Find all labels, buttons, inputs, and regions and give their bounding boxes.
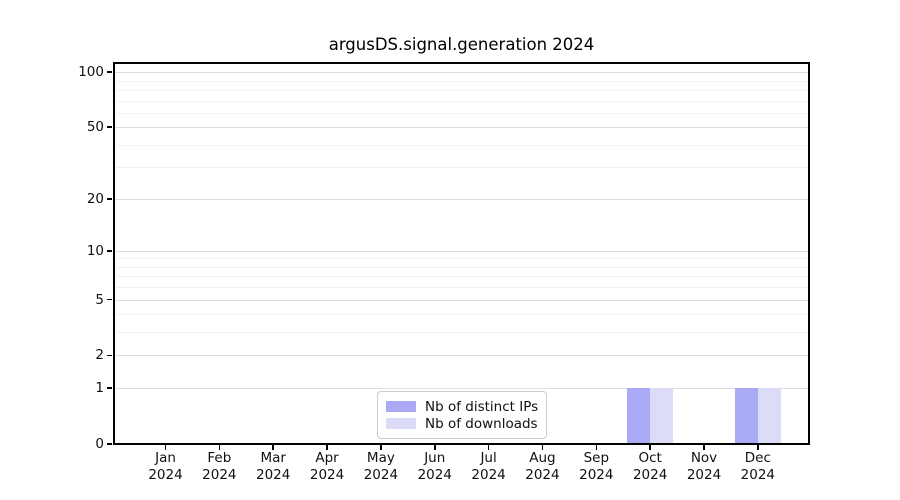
- x-tick-month: Feb: [207, 450, 232, 466]
- y-gridline-major: [115, 355, 808, 357]
- legend-label-distinct-ips: Nb of distinct IPs: [425, 398, 539, 415]
- y-tick-mark: [107, 387, 112, 389]
- x-tick-label: Sep 2024: [554, 450, 638, 483]
- legend: Nb of distinct IPs Nb of downloads: [377, 391, 547, 439]
- x-tick-month: Jul: [480, 450, 497, 466]
- downloads-swatch-icon: [386, 418, 416, 429]
- y-tick-label: 0: [95, 435, 104, 452]
- y-gridline-major: [115, 250, 808, 252]
- x-tick-label: Feb 2024: [177, 450, 261, 483]
- y-gridline-minor: [115, 266, 808, 268]
- x-tick-mark: [218, 445, 221, 450]
- bar-nb-of-distinct-ips-oct-2024[interactable]: [627, 388, 651, 443]
- x-tick-label: Oct 2024: [608, 450, 692, 483]
- x-tick-year: 2024: [632, 466, 668, 483]
- y-tick-label: 10: [86, 242, 104, 259]
- x-tick-month: Apr: [315, 450, 339, 466]
- x-tick-mark: [380, 445, 382, 450]
- chart-title: argusDS.signal.generation 2024: [328, 35, 595, 54]
- x-tick-label: Mar 2024: [231, 450, 315, 483]
- y-tick-label: 50: [86, 119, 104, 136]
- x-tick-year: 2024: [363, 466, 399, 483]
- y-gridline-major: [115, 299, 808, 301]
- x-tick-month: May: [366, 450, 395, 466]
- y-gridline-major: [115, 72, 808, 74]
- x-tick-mark: [703, 445, 705, 450]
- x-tick-year: 2024: [525, 466, 560, 483]
- x-tick-mark: [757, 445, 759, 450]
- x-tick-mark: [433, 445, 436, 450]
- y-gridline-minor: [115, 90, 808, 92]
- y-gridline-minor: [115, 314, 808, 316]
- x-tick-year: 2024: [202, 466, 237, 483]
- y-gridline-major: [115, 198, 808, 200]
- x-tick-label: Nov 2024: [662, 450, 746, 483]
- y-tick-mark: [107, 443, 112, 445]
- y-tick-label: 20: [86, 190, 104, 207]
- x-tick-label: Jul 2024: [447, 450, 531, 483]
- x-tick-mark: [326, 445, 328, 450]
- x-tick-mark: [487, 445, 490, 450]
- y-gridline-minor: [115, 144, 808, 146]
- y-tick-label: 1: [95, 380, 104, 396]
- x-tick-label: May 2024: [339, 450, 423, 483]
- y-tick-label: 2: [95, 347, 104, 364]
- y-tick-mark: [107, 249, 112, 252]
- y-gridline-major: [115, 388, 808, 389]
- y-gridline-minor: [115, 332, 808, 334]
- x-tick-year: 2024: [740, 466, 776, 483]
- x-tick-mark: [272, 445, 274, 450]
- x-tick-month: Nov: [690, 450, 718, 466]
- y-tick-mark: [107, 71, 112, 74]
- y-gridline-minor: [115, 80, 808, 82]
- x-tick-label: Aug 2024: [500, 450, 584, 483]
- y-gridline-minor: [115, 167, 808, 169]
- x-tick-month: Jan: [155, 450, 176, 466]
- y-gridline-minor: [115, 100, 808, 102]
- y-gridline-minor: [115, 276, 808, 278]
- x-tick-label: Jun 2024: [393, 450, 477, 483]
- x-tick-mark: [164, 445, 167, 450]
- y-tick-mark: [107, 197, 112, 200]
- bar-nb-of-downloads-oct-2024[interactable]: [650, 388, 674, 443]
- plot-area: [113, 62, 810, 445]
- y-tick-mark: [107, 298, 112, 301]
- x-tick-label: Dec 2024: [716, 450, 800, 483]
- y-gridline-major: [115, 127, 808, 129]
- x-tick-mark: [595, 445, 598, 450]
- y-tick-label: 100: [78, 64, 104, 81]
- x-tick-year: 2024: [471, 466, 506, 483]
- legend-item-downloads[interactable]: Nb of downloads: [386, 415, 538, 432]
- legend-label-downloads: Nb of downloads: [425, 415, 538, 432]
- x-tick-year: 2024: [579, 466, 614, 483]
- y-tick-mark: [107, 126, 112, 129]
- x-tick-month: Jun: [424, 450, 446, 466]
- bar-nb-of-distinct-ips-dec-2024[interactable]: [734, 388, 758, 443]
- distinct-ips-swatch-icon: [386, 401, 416, 412]
- y-tick-label: 5: [95, 291, 104, 308]
- x-tick-year: 2024: [256, 466, 291, 483]
- x-tick-year: 2024: [148, 466, 183, 483]
- y-tick-mark: [107, 354, 112, 357]
- x-tick-year: 2024: [417, 466, 452, 483]
- x-tick-mark: [649, 445, 651, 450]
- x-tick-month: Mar: [260, 450, 286, 466]
- x-tick-year: 2024: [686, 466, 722, 483]
- x-tick-mark: [541, 445, 544, 450]
- x-tick-month: Dec: [744, 450, 771, 466]
- y-gridline-minor: [115, 258, 808, 260]
- x-tick-label: Apr 2024: [285, 450, 369, 483]
- y-gridline-minor: [115, 287, 808, 289]
- y-gridline-minor: [115, 112, 808, 114]
- x-tick-month: Aug: [529, 450, 556, 466]
- x-tick-label: Jan 2024: [124, 450, 208, 483]
- x-tick-month: Sep: [583, 450, 610, 466]
- x-tick-year: 2024: [309, 466, 345, 483]
- bar-nb-of-downloads-dec-2024[interactable]: [757, 388, 781, 443]
- x-tick-month: Oct: [638, 450, 662, 466]
- legend-item-distinct-ips[interactable]: Nb of distinct IPs: [386, 398, 539, 415]
